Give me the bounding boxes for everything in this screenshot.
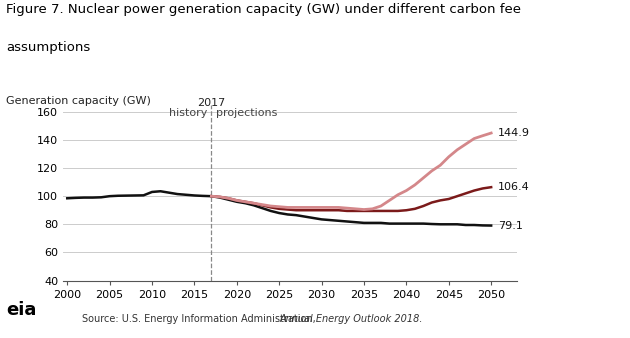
Text: projections: projections xyxy=(215,108,277,118)
Text: CO2$25: CO2$25 xyxy=(0,337,1,338)
Text: 144.9: 144.9 xyxy=(498,128,530,138)
Text: Reference: Reference xyxy=(0,337,1,338)
Text: 2017: 2017 xyxy=(197,98,226,107)
Text: Generation capacity (GW): Generation capacity (GW) xyxy=(6,96,151,106)
Text: 79.1: 79.1 xyxy=(498,221,523,231)
Text: CO2$15: CO2$15 xyxy=(0,337,1,338)
Text: Source: U.S. Energy Information Administration,: Source: U.S. Energy Information Administ… xyxy=(82,314,319,324)
Text: Annual Energy Outlook 2018.: Annual Energy Outlook 2018. xyxy=(279,314,423,324)
Text: eia: eia xyxy=(6,301,37,319)
Text: 106.4: 106.4 xyxy=(498,182,530,192)
Text: history: history xyxy=(169,108,207,118)
Text: Figure 7. Nuclear power generation capacity (GW) under different carbon fee: Figure 7. Nuclear power generation capac… xyxy=(6,3,521,16)
Text: assumptions: assumptions xyxy=(6,41,91,53)
